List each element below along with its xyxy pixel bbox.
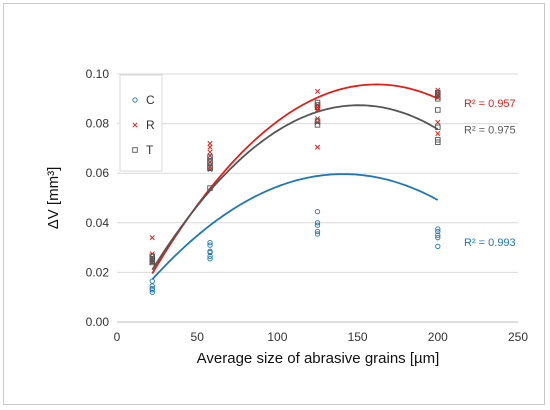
marker-x-stroke xyxy=(314,144,321,150)
data-point-R xyxy=(207,144,213,150)
y-tick-label: 0.08 xyxy=(86,117,110,131)
data-point-C xyxy=(207,239,213,246)
data-point-C xyxy=(435,228,441,235)
data-points xyxy=(149,87,441,295)
trend-line-C xyxy=(151,173,439,281)
data-point-T xyxy=(314,104,321,111)
data-point-R xyxy=(207,149,213,155)
chart-frame xyxy=(3,3,545,405)
data-point-T xyxy=(435,107,441,113)
legend-label-R: R xyxy=(146,118,155,132)
data-point-C xyxy=(207,256,213,262)
r2-labels: R² = 0.993 R² = 0.957 R² = 0.975 xyxy=(464,98,516,249)
data-point-R xyxy=(314,88,321,94)
data-point-C xyxy=(314,222,321,228)
data-point-T xyxy=(435,124,441,131)
data-point-T xyxy=(435,92,441,98)
data-point-C xyxy=(314,208,321,215)
data-point-C xyxy=(207,242,213,248)
marker-x-stroke xyxy=(207,144,213,150)
data-point-R xyxy=(435,119,441,125)
r2-label-C: R² = 0.993 xyxy=(464,237,516,249)
axes: 0.00 0.02 0.04 0.06 0.08 0.10 0 50 100 150 200 250 xyxy=(86,67,529,344)
marker-x-stroke xyxy=(149,235,155,241)
x-tick-label: 50 xyxy=(191,330,205,344)
marker-x-stroke xyxy=(435,130,441,137)
data-point-R xyxy=(207,153,213,159)
y-tick-label: 0.00 xyxy=(86,315,110,329)
legend: CRT xyxy=(119,74,163,172)
data-point-R xyxy=(207,140,213,146)
x-tick-label: 200 xyxy=(428,330,448,344)
x-axis-title: Average size of abrasive grains [µm] xyxy=(197,350,440,367)
x-tick-label: 150 xyxy=(348,330,368,344)
data-point-C xyxy=(435,243,441,250)
marker-x-stroke xyxy=(132,122,138,128)
y-tick-label: 0.04 xyxy=(86,216,110,230)
trend-lines xyxy=(151,83,439,281)
data-point-T xyxy=(207,154,213,160)
legend-label-T: T xyxy=(146,143,154,157)
legend-box xyxy=(119,74,163,172)
data-point-C xyxy=(207,253,213,259)
data-point-R xyxy=(207,159,213,165)
data-point-R xyxy=(435,130,441,137)
data-point-C xyxy=(207,249,213,256)
data-point-C xyxy=(149,283,155,289)
legend-marker-C xyxy=(132,97,138,103)
data-point-C xyxy=(314,228,321,235)
data-point-C xyxy=(149,287,155,293)
data-point-T xyxy=(314,118,321,124)
marker-x-stroke xyxy=(207,140,213,146)
data-point-C xyxy=(149,289,155,295)
y-axis-title: ΔV [mm³] xyxy=(45,167,62,230)
data-point-R xyxy=(314,144,321,150)
data-point-C xyxy=(314,231,321,237)
y-tick-label: 0.10 xyxy=(86,67,110,81)
data-point-C xyxy=(435,235,441,241)
data-point-C xyxy=(435,226,441,232)
data-point-R xyxy=(149,235,155,241)
trend-line-R xyxy=(151,83,439,274)
data-point-C xyxy=(149,278,155,284)
data-point-T xyxy=(207,185,213,191)
y-tick-label: 0.02 xyxy=(86,265,110,279)
data-point-T xyxy=(314,122,321,128)
legend-marker-R xyxy=(132,122,138,128)
data-point-T xyxy=(149,259,156,266)
data-point-T xyxy=(435,96,441,102)
x-tick-label: 250 xyxy=(508,330,528,344)
legend-marker-T xyxy=(132,147,138,153)
y-tick-label: 0.06 xyxy=(86,166,110,180)
data-point-T xyxy=(207,165,213,171)
marker-x-stroke xyxy=(314,88,321,94)
x-tick-label: 0 xyxy=(114,330,121,344)
trend-line-T xyxy=(151,104,439,271)
x-tick-label: 100 xyxy=(267,330,287,344)
marker-x-stroke xyxy=(435,119,441,125)
data-point-T xyxy=(435,139,441,145)
marker-x-stroke xyxy=(207,149,213,155)
r2-label-R: R² = 0.957 xyxy=(464,98,516,110)
legend-label-C: C xyxy=(146,93,155,107)
r2-label-T: R² = 0.975 xyxy=(464,125,516,137)
data-point-C xyxy=(314,220,321,226)
data-point-C xyxy=(435,232,441,238)
